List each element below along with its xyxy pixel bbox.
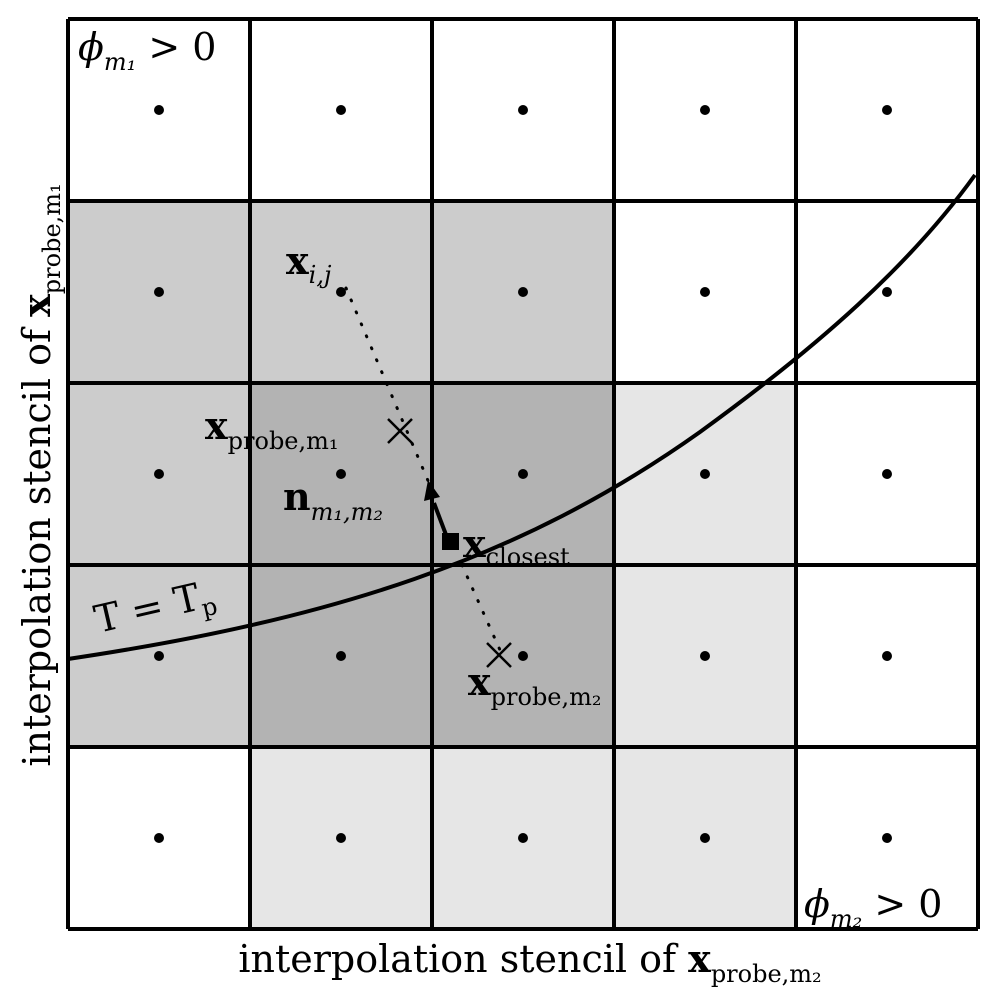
grid-node (154, 287, 164, 297)
grid-node (154, 469, 164, 479)
isotherm-curve (67, 173, 977, 661)
grid-node (882, 469, 892, 479)
grid-node (882, 287, 892, 297)
grid-node (336, 105, 346, 115)
x-probe-m2-label: xprobe,m₂ (468, 659, 602, 711)
x-axis-label: interpolation stencil of xprobe,m₂ (238, 936, 821, 988)
grid-node (518, 469, 528, 479)
grid-node (336, 651, 346, 661)
probe-line-lower (460, 563, 502, 652)
y-axis-label: interpolation stencil of xprobe,m₁ (14, 183, 66, 766)
grid-node (700, 105, 710, 115)
grid-node (882, 105, 892, 115)
grid-node (336, 287, 346, 297)
x-ij-label: xi,j (286, 238, 332, 289)
normal-arrow-head (424, 480, 440, 501)
n-m1m2-label: nm₁,m₂ (283, 474, 383, 526)
grid-node (700, 833, 710, 843)
grid-node (518, 287, 528, 297)
grid-node (336, 833, 346, 843)
x-closest-label: xclosest (463, 521, 570, 571)
probe-m1-cross-icon (387, 418, 413, 444)
grid-node (882, 833, 892, 843)
grid-node (700, 651, 710, 661)
grid-nodes (154, 105, 892, 843)
grid-node (154, 833, 164, 843)
grid-node (518, 651, 528, 661)
grid-node (700, 469, 710, 479)
x-probe-m1-label: xprobe,m₁ (205, 403, 339, 455)
grid-lines (66, 17, 980, 931)
grid-node (882, 651, 892, 661)
probe-m2-cross-icon (486, 642, 512, 668)
grid-node (154, 105, 164, 115)
probe-line-upper (344, 286, 434, 492)
phi-m2-label: ϕm₂ > 0 (804, 882, 942, 933)
grid-node (154, 651, 164, 661)
grid-node (700, 287, 710, 297)
grid-node (518, 105, 528, 115)
phi-m1-label: ϕm₁ > 0 (78, 25, 216, 76)
grid-node (518, 833, 528, 843)
grid-node (336, 469, 346, 479)
closest-point-marker (442, 533, 459, 550)
